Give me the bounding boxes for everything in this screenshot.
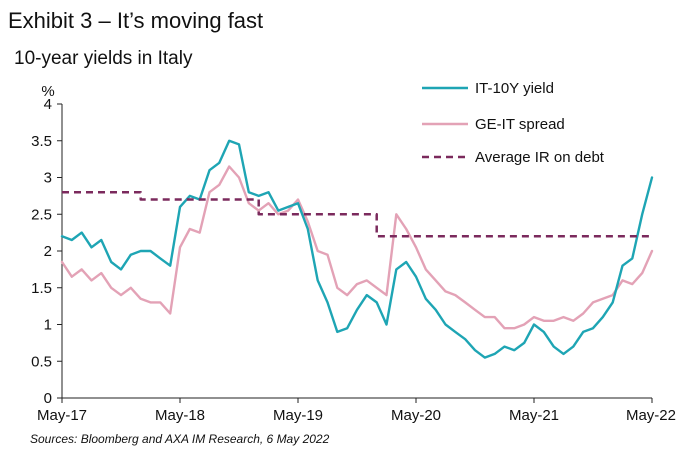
y-tick-label: 1 bbox=[44, 317, 52, 334]
series-line-average-ir-on-debt bbox=[62, 190, 652, 238]
legend-label: Average IR on debt bbox=[475, 149, 605, 166]
y-tick-label: 1.5 bbox=[31, 280, 52, 297]
x-tick-label: May-18 bbox=[155, 407, 205, 424]
x-tick-label: May-21 bbox=[509, 407, 559, 424]
chart-legend: IT-10Y yield GE-IT spread Average IR on de… bbox=[422, 80, 605, 166]
chart-subtitle: 10-year yields in Italy bbox=[14, 48, 193, 69]
legend-label: IT-10Y yield bbox=[475, 80, 554, 97]
y-tick-label: 0 bbox=[44, 390, 52, 407]
x-tick-label: May-22 bbox=[626, 407, 676, 424]
exhibit-title: Exhibit 3 – It’s moving fast bbox=[8, 8, 264, 33]
source-note: Sources: Bloomberg and AXA IM Research, … bbox=[30, 432, 330, 446]
y-tick-label: 2 bbox=[44, 243, 52, 260]
y-axis-label: % bbox=[41, 83, 54, 100]
series-line-it-10y-yield bbox=[60, 139, 654, 359]
chart-series bbox=[60, 139, 654, 359]
y-tick-label: 2.5 bbox=[31, 206, 52, 223]
x-tick-label: May-19 bbox=[273, 407, 323, 424]
legend-label: GE-IT spread bbox=[475, 116, 565, 133]
y-tick-label: 3.5 bbox=[31, 133, 52, 150]
x-tick-label: May-17 bbox=[37, 407, 87, 424]
series-line-ge-it-spread bbox=[60, 165, 654, 330]
chart-axes: 0 0.5 1 1.5 2 2.5 3 3.5 4% May-17 May-18 May-19 May-… bbox=[31, 83, 676, 424]
y-tick-label: 3 bbox=[44, 170, 52, 187]
y-tick-label: 0.5 bbox=[31, 353, 52, 370]
x-tick-label: May-20 bbox=[391, 407, 441, 424]
y-tick-label: 4 bbox=[44, 96, 52, 113]
